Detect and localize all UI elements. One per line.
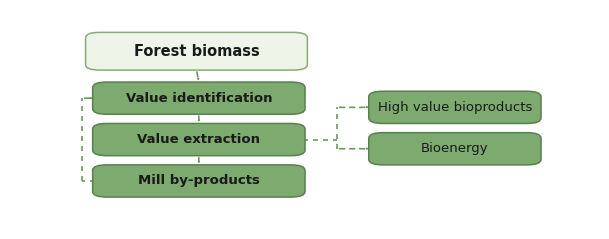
Text: Value extraction: Value extraction xyxy=(138,133,260,146)
Text: Bioenergy: Bioenergy xyxy=(421,142,488,155)
FancyBboxPatch shape xyxy=(85,32,308,70)
FancyBboxPatch shape xyxy=(369,91,541,124)
FancyBboxPatch shape xyxy=(93,165,305,197)
Text: Forest biomass: Forest biomass xyxy=(133,44,259,59)
FancyBboxPatch shape xyxy=(93,82,305,114)
Text: Mill by-products: Mill by-products xyxy=(138,174,260,187)
FancyBboxPatch shape xyxy=(369,133,541,165)
FancyBboxPatch shape xyxy=(93,124,305,156)
Text: High value bioproducts: High value bioproducts xyxy=(378,101,532,114)
Text: Value identification: Value identification xyxy=(125,92,272,105)
